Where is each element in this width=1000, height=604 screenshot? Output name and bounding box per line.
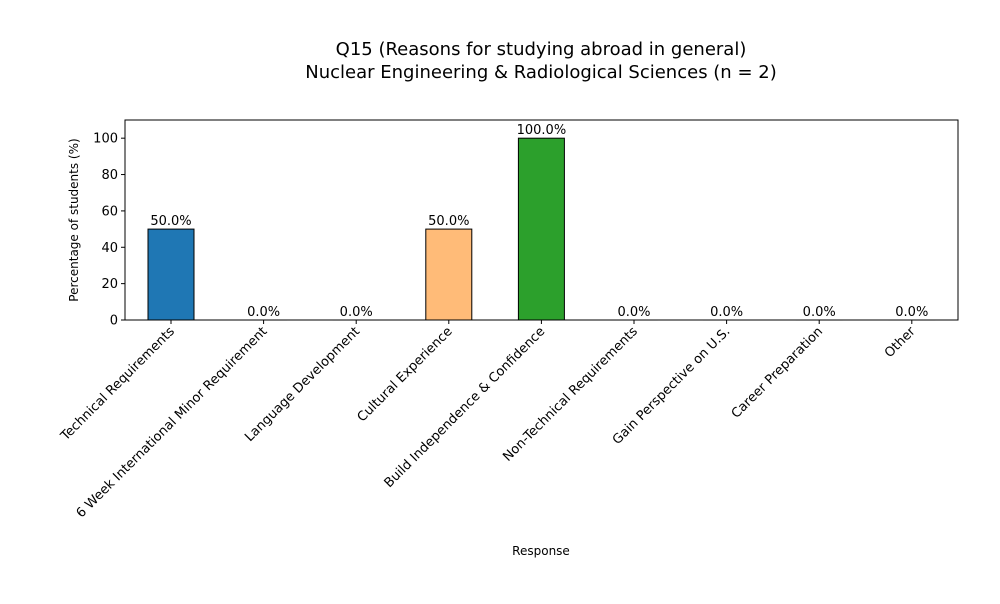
bar-value-label: 0.0%	[895, 305, 928, 320]
x-axis-label: Response	[512, 544, 570, 558]
y-tick-label: 0	[110, 314, 118, 329]
y-tick-label: 60	[101, 204, 118, 219]
bar-value-label: 0.0%	[340, 305, 373, 320]
y-axis-label: Percentage of students (%)	[67, 138, 81, 301]
bar-value-label: 0.0%	[710, 305, 743, 320]
bar-value-label: 0.0%	[803, 305, 836, 320]
y-tick-label: 20	[101, 277, 118, 292]
bar	[518, 138, 564, 320]
chart-title: Q15 (Reasons for studying abroad in gene…	[0, 39, 1000, 60]
bars-group	[148, 138, 935, 320]
y-axis: 0 20 40 60 80 100	[93, 132, 125, 329]
chart-subtitle: Nuclear Engineering & Radiological Scien…	[0, 62, 1000, 83]
x-tick-label: Cultural Experience	[355, 324, 456, 425]
bar-value-label: 50.0%	[428, 214, 469, 229]
bar-value-label: 0.0%	[617, 305, 650, 320]
y-tick-label: 40	[101, 241, 118, 256]
bar-value-label: 100.0%	[517, 123, 567, 138]
bar	[426, 229, 472, 320]
y-tick-label: 100	[93, 132, 118, 147]
bar-value-label: 0.0%	[247, 305, 280, 320]
x-tick-label: 6 Week International Minor Requirement	[74, 324, 271, 521]
y-tick-label: 80	[101, 168, 118, 183]
bar	[148, 229, 194, 320]
bar-value-label: 50.0%	[150, 214, 191, 229]
x-tick-label: Build Independence & Confidence	[382, 324, 549, 491]
x-tick-label: Career Preparation	[729, 324, 826, 421]
x-tick-label: Other	[882, 324, 919, 361]
